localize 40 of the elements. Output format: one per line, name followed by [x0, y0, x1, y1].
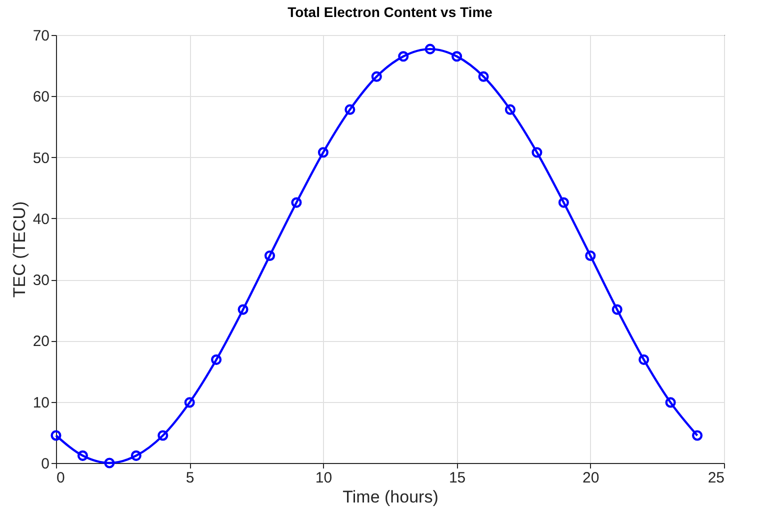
point	[130, 450, 142, 461]
point	[585, 250, 596, 261]
y-tick-label: 60	[32, 88, 50, 106]
point	[344, 104, 356, 115]
x-tick-label: 5	[186, 470, 194, 486]
point	[398, 51, 409, 62]
x-tick-label: 25	[708, 470, 724, 486]
point	[318, 147, 328, 158]
x-tick-label: 10	[315, 470, 332, 486]
point	[371, 71, 382, 82]
point	[532, 147, 542, 158]
point	[478, 71, 489, 82]
chart-title: Total Electron Content vs Time	[288, 4, 493, 20]
point	[184, 397, 195, 408]
point	[291, 197, 302, 208]
y-axis-title: TEC (TECU)	[10, 201, 29, 298]
point	[665, 397, 676, 408]
y-tick-label: 20	[32, 333, 50, 350]
y-tick-label: 10	[32, 394, 50, 412]
x-tick-label: 15	[448, 470, 466, 486]
point	[211, 354, 222, 365]
point	[264, 250, 276, 261]
y-tick-label: 40	[32, 210, 50, 228]
point	[558, 197, 569, 208]
x-tick-label: 20	[582, 470, 600, 486]
x-tick-label: 0	[56, 470, 65, 486]
point	[638, 354, 650, 365]
x-axis-title: Time (hours)	[342, 488, 438, 506]
point	[104, 458, 115, 468]
point	[504, 104, 516, 115]
y-tick-label: 50	[32, 150, 50, 167]
point	[238, 304, 248, 315]
y-tick-label: 30	[32, 272, 50, 290]
point	[77, 450, 88, 461]
point	[612, 304, 622, 315]
point	[452, 51, 462, 62]
y-tick-label: 70	[32, 28, 50, 44]
point	[424, 44, 436, 54]
point	[158, 430, 168, 441]
y-tick-label: 0	[41, 456, 50, 472]
